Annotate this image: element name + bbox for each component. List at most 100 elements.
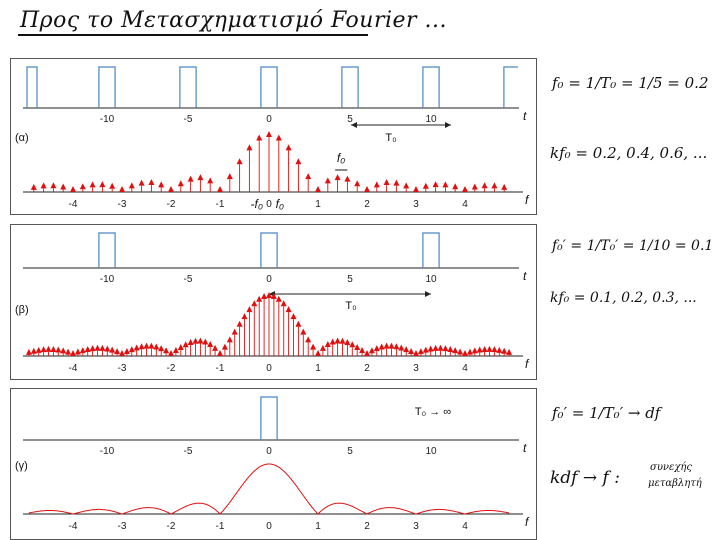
period-label: T₀ (345, 300, 356, 312)
spectrum-marker (226, 336, 233, 343)
spectrum-marker (148, 179, 155, 186)
spectrum-marker (197, 337, 204, 344)
spectrum-marker (217, 186, 223, 192)
panel-label: (γ) (15, 460, 28, 472)
spectrum-marker (79, 183, 86, 190)
pulse (422, 66, 440, 108)
arrow-head-left (351, 122, 357, 128)
pulse (260, 396, 278, 440)
spectrum-marker (442, 181, 449, 188)
spectrum-curve (28, 463, 510, 515)
pulse (260, 232, 278, 268)
spectrum-marker (378, 343, 385, 350)
spectrum-marker (226, 173, 233, 180)
spectrum-marker (74, 348, 81, 355)
f-tick-label: -1 (216, 521, 225, 532)
spectrum-marker (481, 182, 488, 189)
spectrum-marker (305, 336, 312, 343)
spectrum-marker (285, 306, 292, 313)
f-tick-label: -2 (167, 521, 176, 532)
spectrum-marker (182, 341, 189, 348)
spectrum-marker (481, 346, 488, 353)
spectrum-marker (383, 179, 390, 186)
spectrum-marker (104, 345, 111, 352)
spectrum-marker (153, 343, 160, 350)
spectrum-marker (123, 348, 130, 355)
spectrum-marker (422, 346, 429, 353)
spectrum-marker (50, 182, 57, 189)
note-df: f₀′ = 1/T₀′ → df (552, 404, 661, 422)
note-kf0: kf₀ = 0.2, 0.4, 0.6, ... (550, 144, 708, 162)
freq-axis-label: f (525, 193, 530, 207)
spectrum-marker (256, 295, 263, 302)
spectrum-marker (329, 338, 336, 345)
spectrum-marker (354, 343, 361, 350)
t-tick-label: 0 (266, 114, 272, 125)
spectrum-marker (261, 292, 268, 299)
spectrum-marker (506, 348, 513, 355)
spectrum-marker (315, 186, 321, 192)
spectrum-marker (25, 348, 32, 355)
t-tick-label: 0 (266, 274, 272, 285)
spectrum-marker (251, 300, 258, 307)
pulse (341, 66, 359, 108)
note-f0: f₀ = 1/T₀ = 1/5 = 0.2 (552, 74, 709, 92)
spectrum-marker (324, 340, 331, 347)
spectrum-marker (471, 183, 478, 190)
spectrum-marker (168, 186, 174, 192)
spectrum-marker (266, 131, 272, 137)
f-tick-label: 3 (413, 363, 419, 374)
note-continuous: συνεχής (650, 462, 693, 473)
spectrum-marker (40, 182, 47, 189)
pulse (260, 66, 278, 108)
spectrum-marker (432, 344, 439, 351)
spectrum-marker (143, 342, 150, 349)
pulse (26, 66, 38, 108)
spectrum-marker (388, 342, 395, 349)
spectrum-marker (65, 348, 72, 355)
spectrum-marker (187, 175, 194, 182)
panel-label: (α) (15, 132, 29, 144)
spectrum-marker (305, 173, 312, 180)
t-tick-label: 10 (425, 446, 437, 457)
spectrum-marker (202, 338, 209, 345)
f-tick-label: 0 (266, 521, 272, 532)
spectrum-marker (60, 347, 67, 354)
f-tick-label: 1 (315, 363, 321, 374)
spectrum-marker (462, 350, 468, 356)
spectrum-marker (172, 346, 179, 353)
spectrum-marker (50, 346, 57, 353)
f-tick-label: 4 (462, 363, 468, 374)
spectrum-marker (119, 186, 125, 192)
spectrum-marker (280, 300, 287, 307)
f-tick-label: 2 (364, 199, 370, 210)
spectrum-marker (432, 181, 439, 188)
t-tick-label: 10 (425, 114, 437, 125)
spectrum-marker (476, 346, 483, 353)
spectrum-marker (403, 182, 410, 189)
spectrum-marker (192, 337, 199, 344)
spectrum-marker (128, 346, 135, 353)
pulse (422, 232, 440, 268)
panel-gamma: t -10 -5 0 5 10 T₀ → ∞ (γ) f -4 -3 -2 -1 0 1 2 3 4 (10, 388, 537, 540)
spectrum-marker (84, 345, 91, 352)
t-tick-label: -10 (100, 114, 115, 125)
pulse (98, 66, 116, 108)
spectrum-marker (221, 343, 228, 350)
spectrum-marker (457, 348, 464, 355)
t-tick-label: 5 (347, 274, 353, 285)
spectrum-marker (207, 177, 214, 184)
title-underline (18, 34, 368, 36)
spectrum-marker (270, 292, 277, 299)
spectrum-marker (295, 320, 302, 327)
spectrum-marker (94, 344, 101, 351)
spectrum-marker (256, 134, 263, 141)
spectrum-marker (334, 337, 341, 344)
t-tick-label: 5 (347, 114, 353, 125)
spectrum-marker (344, 339, 351, 346)
spectrum-marker (462, 186, 468, 192)
spectrum-marker (413, 350, 419, 356)
spectrum-marker (109, 182, 116, 189)
spectrum-marker (79, 347, 86, 354)
